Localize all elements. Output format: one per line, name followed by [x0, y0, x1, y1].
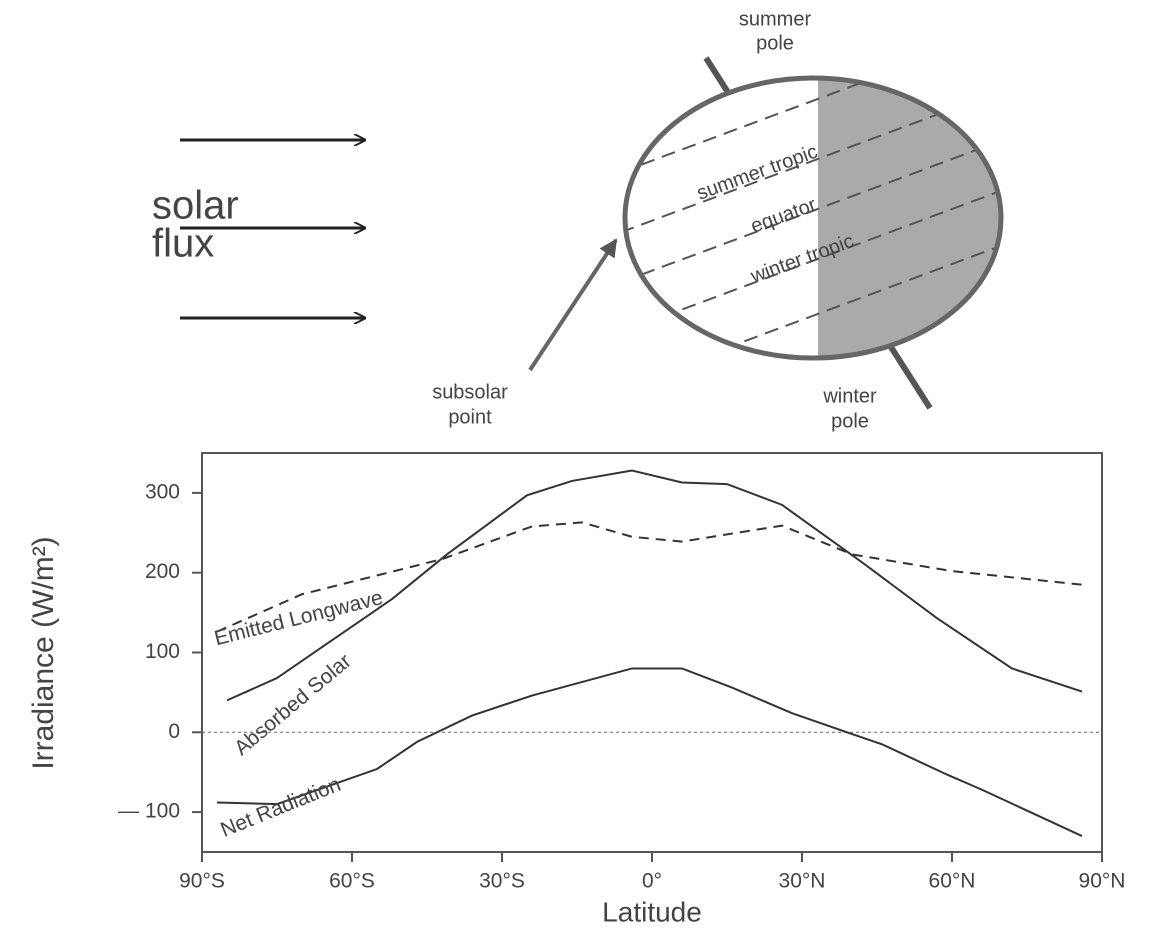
subsolar-label: point	[448, 406, 492, 428]
series-line	[216, 667, 1083, 837]
y-tick-label: 200	[145, 560, 180, 583]
earth-outline	[622, 75, 1004, 361]
x-tick-label: 60°S	[329, 870, 375, 893]
pole-label: winter	[822, 385, 877, 407]
subsolar-arrow	[528, 238, 618, 372]
y-axis-label: Irradiance (W/m²)	[27, 536, 60, 769]
series-line	[226, 469, 1083, 702]
x-tick-label: 0°	[642, 870, 662, 893]
x-axis-label: Latitude	[602, 896, 702, 927]
pole-label: pole	[831, 410, 869, 432]
x-tick-label: 90°S	[179, 870, 225, 893]
series-line	[216, 521, 1083, 633]
subsolar-label: subsolar	[432, 381, 508, 403]
y-tick-label: 300	[145, 480, 180, 503]
pole-label: pole	[756, 32, 794, 54]
flux-label: solar	[152, 184, 239, 228]
diagram: solar flux summer pole winter pole subso…	[152, 8, 1004, 432]
x-tick-label: 90°N	[1079, 870, 1126, 893]
y-tick-label: 0	[168, 720, 180, 743]
x-tick-label: 30°N	[779, 870, 826, 893]
x-tick-label: 30°S	[479, 870, 525, 893]
y-tick-label: 100	[145, 640, 180, 663]
x-tick-label: 60°N	[929, 870, 976, 893]
y-tick-label: — 100	[118, 800, 180, 823]
chart: Latitude Irradiance (W/m²) 90°S 60°S 30°S 0…	[27, 452, 1126, 927]
night-side	[818, 78, 1001, 358]
series-label: Net Radiation	[217, 773, 344, 842]
pole-label: summer	[739, 8, 812, 30]
flux-label: flux	[152, 222, 214, 266]
